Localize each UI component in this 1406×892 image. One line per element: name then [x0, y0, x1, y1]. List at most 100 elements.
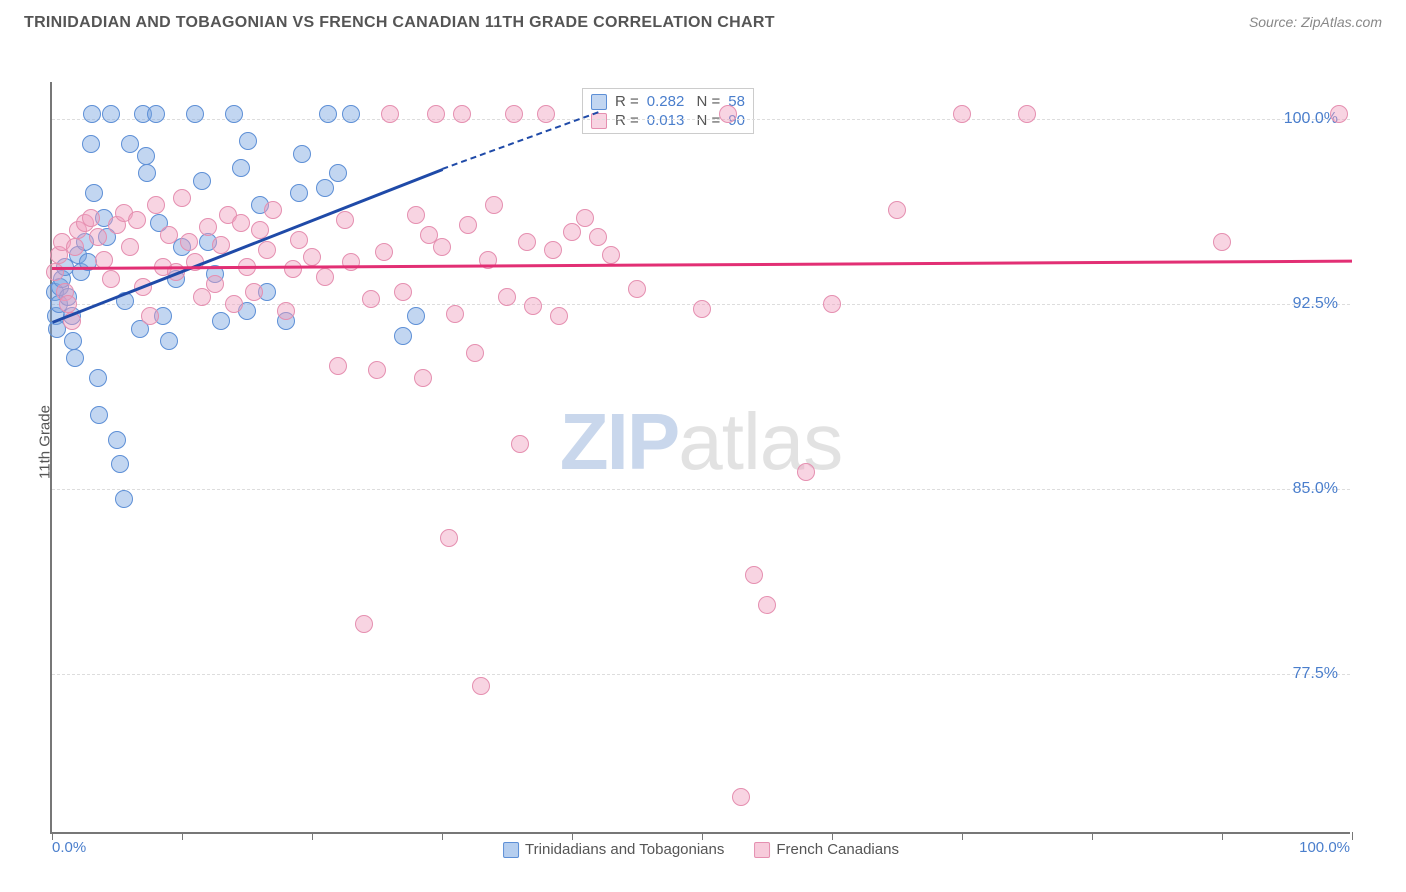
scatter-point	[64, 332, 82, 350]
scatter-point	[537, 105, 555, 123]
scatter-point	[115, 490, 133, 508]
scatter-point	[1330, 105, 1348, 123]
scatter-point	[342, 105, 360, 123]
scatter-point	[446, 305, 464, 323]
scatter-point	[602, 246, 620, 264]
scatter-point	[336, 211, 354, 229]
scatter-point	[394, 283, 412, 301]
x-tick	[1222, 832, 1223, 840]
stat-value-r2: 0.013	[647, 112, 685, 129]
scatter-point	[141, 307, 159, 325]
scatter-point	[290, 231, 308, 249]
x-tick	[702, 832, 703, 840]
legend-bottom: Trinidadians and Tobagonians French Cana…	[503, 841, 899, 858]
scatter-point	[316, 179, 334, 197]
scatter-point	[589, 228, 607, 246]
scatter-point	[82, 209, 100, 227]
scatter-point	[485, 196, 503, 214]
scatter-point	[128, 211, 146, 229]
watermark-part2: atlas	[678, 397, 842, 486]
scatter-point	[284, 260, 302, 278]
x-tick	[962, 832, 963, 840]
scatter-point	[745, 566, 763, 584]
scatter-point	[368, 361, 386, 379]
scatter-point	[758, 596, 776, 614]
stat-label-n: N =	[692, 93, 720, 110]
scatter-point	[212, 312, 230, 330]
scatter-point	[89, 369, 107, 387]
stat-value-r1: 0.282	[647, 93, 685, 110]
legend-item-1: Trinidadians and Tobagonians	[503, 841, 724, 858]
scatter-point	[108, 431, 126, 449]
scatter-point	[102, 105, 120, 123]
scatter-point	[173, 189, 191, 207]
scatter-point	[85, 184, 103, 202]
scatter-point	[394, 327, 412, 345]
scatter-point	[576, 209, 594, 227]
scatter-point	[550, 307, 568, 325]
scatter-point	[245, 283, 263, 301]
watermark-part1: ZIP	[560, 397, 678, 486]
scatter-point	[147, 105, 165, 123]
x-tick	[1352, 832, 1353, 840]
scatter-point	[732, 788, 750, 806]
chart-wrap: 11th Grade ZIPatlas R = 0.282 N = 58 R =…	[0, 32, 1406, 852]
scatter-point	[90, 406, 108, 424]
scatter-point	[137, 147, 155, 165]
scatter-point	[362, 290, 380, 308]
x-tick	[572, 832, 573, 840]
y-tick-label: 77.5%	[1293, 665, 1338, 683]
scatter-point	[427, 105, 445, 123]
x-tick	[52, 832, 53, 840]
scatter-point	[239, 132, 257, 150]
x-max-label: 100.0%	[1299, 839, 1350, 856]
scatter-point	[355, 615, 373, 633]
scatter-point	[453, 105, 471, 123]
scatter-point	[433, 238, 451, 256]
legend-label-1: Trinidadians and Tobagonians	[525, 841, 724, 858]
legend-label-2: French Canadians	[776, 841, 899, 858]
x-min-label: 0.0%	[52, 839, 86, 856]
scatter-point	[498, 288, 516, 306]
scatter-point	[888, 201, 906, 219]
scatter-point	[381, 105, 399, 123]
scatter-point	[66, 349, 84, 367]
y-tick-label: 85.0%	[1293, 480, 1338, 498]
x-tick	[312, 832, 313, 840]
scatter-point	[511, 435, 529, 453]
scatter-point	[319, 105, 337, 123]
scatter-point	[258, 241, 276, 259]
scatter-point	[160, 226, 178, 244]
stat-label-n: N =	[692, 112, 720, 129]
x-tick	[182, 832, 183, 840]
scatter-point	[59, 295, 77, 313]
scatter-point	[505, 105, 523, 123]
scatter-point	[290, 184, 308, 202]
scatter-point	[232, 159, 250, 177]
plot-area: ZIPatlas R = 0.282 N = 58 R = 0.013 N = …	[50, 82, 1350, 834]
header: TRINIDADIAN AND TOBAGONIAN VS FRENCH CAN…	[0, 0, 1406, 32]
x-tick	[442, 832, 443, 840]
grid-line	[52, 489, 1350, 490]
scatter-point	[628, 280, 646, 298]
scatter-point	[89, 228, 107, 246]
scatter-point	[66, 238, 84, 256]
scatter-point	[121, 135, 139, 153]
scatter-point	[953, 105, 971, 123]
scatter-point	[823, 295, 841, 313]
scatter-point	[193, 172, 211, 190]
scatter-point	[316, 268, 334, 286]
scatter-point	[414, 369, 432, 387]
scatter-point	[797, 463, 815, 481]
scatter-point	[407, 307, 425, 325]
scatter-point	[1213, 233, 1231, 251]
stat-label-r: R =	[615, 112, 639, 129]
scatter-point	[459, 216, 477, 234]
scatter-point	[102, 270, 120, 288]
scatter-point	[375, 243, 393, 261]
scatter-point	[111, 455, 129, 473]
scatter-point	[466, 344, 484, 362]
scatter-point	[563, 223, 581, 241]
scatter-point	[225, 105, 243, 123]
x-tick	[832, 832, 833, 840]
